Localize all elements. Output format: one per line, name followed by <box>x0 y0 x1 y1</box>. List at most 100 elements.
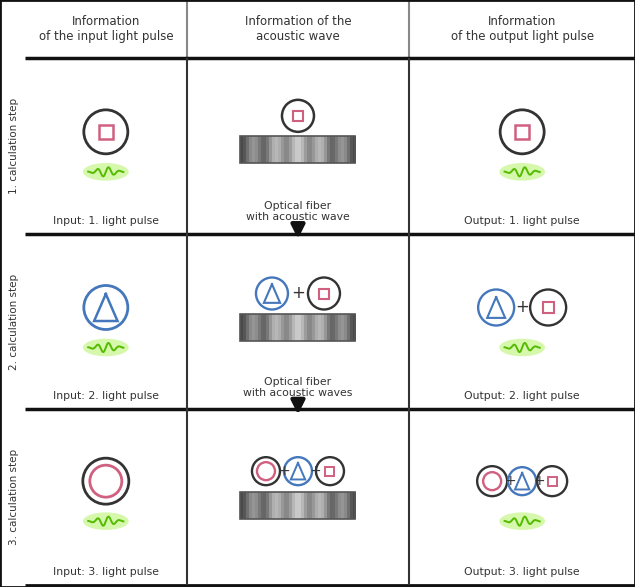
Bar <box>284 492 287 519</box>
Bar <box>338 492 342 519</box>
Text: +: + <box>533 474 545 488</box>
Text: Information of the
acoustic wave: Information of the acoustic wave <box>244 15 351 43</box>
Bar <box>338 136 342 163</box>
Bar <box>284 136 287 163</box>
Ellipse shape <box>499 163 545 181</box>
Bar <box>298 314 302 341</box>
Bar <box>301 492 304 519</box>
Bar <box>335 314 338 341</box>
Bar <box>278 136 281 163</box>
Bar <box>330 136 333 163</box>
Bar <box>243 136 247 163</box>
Bar <box>312 492 316 519</box>
Bar <box>333 314 336 341</box>
Bar <box>292 492 296 519</box>
Bar <box>246 136 250 163</box>
Bar <box>255 492 258 519</box>
Bar <box>264 492 267 519</box>
Bar <box>350 136 353 163</box>
Bar <box>241 492 244 519</box>
Bar <box>321 492 324 519</box>
Bar <box>284 314 287 341</box>
Bar <box>272 136 276 163</box>
Bar <box>281 136 284 163</box>
Ellipse shape <box>499 512 545 530</box>
Bar <box>241 136 244 163</box>
Bar <box>327 136 330 163</box>
Bar <box>335 492 338 519</box>
Bar <box>241 314 356 341</box>
Text: +: + <box>309 464 321 478</box>
Bar <box>347 314 351 341</box>
Ellipse shape <box>499 339 545 356</box>
Bar <box>293 111 303 121</box>
Bar <box>327 492 330 519</box>
Bar <box>275 314 278 341</box>
Text: Optical fiber
with acoustic wave: Optical fiber with acoustic wave <box>246 201 350 222</box>
Bar <box>309 314 313 341</box>
Bar <box>246 492 250 519</box>
Bar <box>295 492 298 519</box>
Text: 3. calculation step: 3. calculation step <box>10 449 20 545</box>
Text: Output: 2. light pulse: Output: 2. light pulse <box>464 392 580 402</box>
Bar <box>292 136 296 163</box>
Bar <box>307 136 310 163</box>
Ellipse shape <box>83 339 129 356</box>
Bar <box>335 136 338 163</box>
Bar <box>249 314 253 341</box>
Bar <box>350 492 353 519</box>
Bar <box>269 314 272 341</box>
Bar <box>264 314 267 341</box>
Text: Information
of the input light pulse: Information of the input light pulse <box>39 15 173 43</box>
Bar <box>278 492 281 519</box>
Bar <box>309 492 313 519</box>
Bar <box>241 314 244 341</box>
Bar <box>269 492 272 519</box>
Bar <box>255 314 258 341</box>
Bar <box>352 492 356 519</box>
Bar <box>275 492 278 519</box>
Bar <box>321 136 324 163</box>
Bar <box>341 492 344 519</box>
Bar <box>315 492 319 519</box>
Bar <box>321 314 324 341</box>
Bar <box>330 314 333 341</box>
Bar <box>269 136 272 163</box>
Bar <box>241 492 356 519</box>
Bar <box>25 0 635 58</box>
Bar <box>312 136 316 163</box>
Bar <box>266 492 270 519</box>
Bar <box>547 477 557 485</box>
Bar <box>99 125 113 139</box>
Text: +: + <box>515 299 529 316</box>
Bar <box>286 314 290 341</box>
Bar <box>326 467 335 475</box>
Bar <box>352 314 356 341</box>
Bar <box>301 136 304 163</box>
Text: +: + <box>291 285 305 302</box>
Bar <box>298 492 302 519</box>
Bar <box>318 136 321 163</box>
Bar <box>258 314 261 341</box>
Bar <box>341 136 344 163</box>
Bar <box>275 136 278 163</box>
Text: Output: 1. light pulse: Output: 1. light pulse <box>464 215 580 225</box>
Bar <box>260 136 264 163</box>
Bar <box>272 492 276 519</box>
Bar <box>252 136 255 163</box>
Bar <box>286 136 290 163</box>
Bar <box>309 136 313 163</box>
Text: 1. calculation step: 1. calculation step <box>10 98 20 194</box>
Bar <box>295 314 298 341</box>
Bar <box>264 136 267 163</box>
Bar <box>324 314 327 341</box>
Bar <box>243 314 247 341</box>
Bar <box>243 492 247 519</box>
Bar <box>347 136 351 163</box>
Bar <box>341 314 344 341</box>
Bar <box>330 492 333 519</box>
Bar <box>324 492 327 519</box>
Bar <box>333 492 336 519</box>
Bar <box>324 136 327 163</box>
Bar <box>344 314 347 341</box>
